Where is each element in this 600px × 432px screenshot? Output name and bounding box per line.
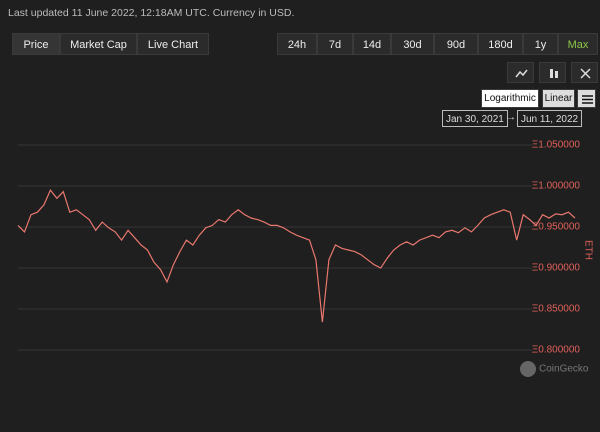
icon	[515, 69, 528, 78]
y-tick-label: Ξ0.900000	[532, 263, 581, 274]
y-tick-label: Ξ0.800000	[532, 345, 581, 356]
watermark: CoinGecko	[520, 361, 588, 377]
date-from[interactable]: Jan 30, 2021	[442, 110, 508, 127]
range-button[interactable]: 14d	[353, 33, 391, 55]
range-button[interactable]: 90d	[434, 33, 478, 55]
range-button[interactable]: 1y	[523, 33, 558, 55]
tab-price[interactable]: Price	[12, 33, 60, 55]
y-tick-label: Ξ1.050000	[532, 140, 581, 151]
range-button[interactable]: 7d	[317, 33, 353, 55]
y-tick-label: Ξ0.850000	[532, 304, 581, 315]
line-chart-icon[interactable]	[507, 62, 534, 83]
icon	[580, 68, 591, 79]
watermark-text: CoinGecko	[539, 363, 589, 375]
range-button[interactable]: Max	[558, 33, 598, 55]
range-button[interactable]: 30d	[391, 33, 434, 55]
date-to[interactable]: Jun 11, 2022	[517, 110, 583, 127]
price-line	[17, 188, 576, 323]
y-tick-label: Ξ1.000000	[532, 181, 581, 192]
linear-button[interactable]: Linear	[542, 89, 575, 108]
date-arrow: →	[506, 112, 516, 123]
last-updated: Last updated 11 June 2022, 12:18AM UTC. …	[8, 7, 295, 19]
fullscreen-icon[interactable]	[571, 62, 598, 83]
y-axis-label: ETH	[582, 240, 593, 260]
candle-chart-icon[interactable]	[539, 62, 566, 83]
tab-live-chart[interactable]: Live Chart	[137, 33, 209, 55]
logarithmic-button[interactable]: Logarithmic	[481, 89, 539, 108]
range-button[interactable]: 24h	[277, 33, 317, 55]
tab-market-cap[interactable]: Market Cap	[60, 33, 137, 55]
range-button[interactable]: 180d	[478, 33, 523, 55]
icon	[582, 95, 593, 104]
icon	[550, 69, 558, 78]
menu-button[interactable]	[577, 89, 596, 108]
y-tick-label: Ξ0.950000	[532, 222, 581, 233]
